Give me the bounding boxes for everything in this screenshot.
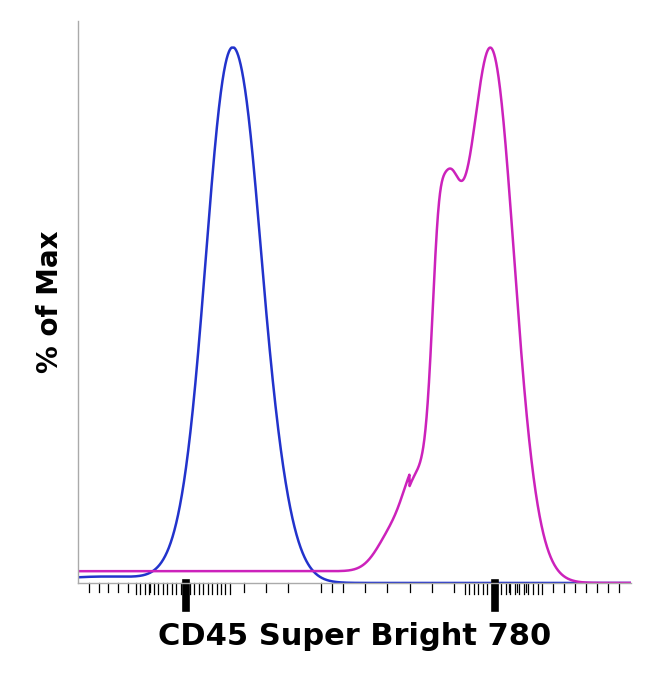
X-axis label: CD45 Super Bright 780: CD45 Super Bright 780 [157, 622, 551, 651]
Y-axis label: % of Max: % of Max [36, 230, 64, 373]
